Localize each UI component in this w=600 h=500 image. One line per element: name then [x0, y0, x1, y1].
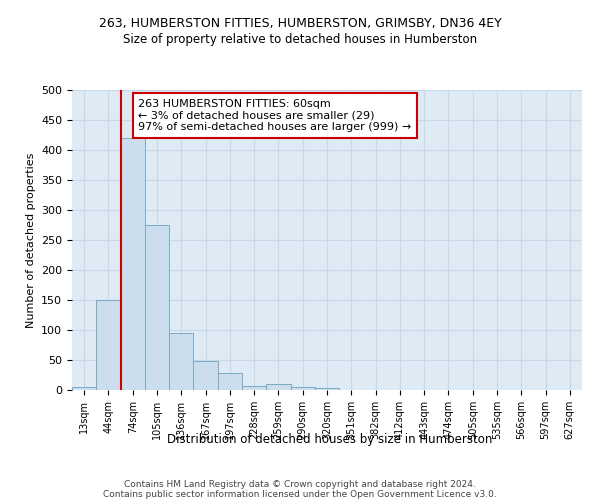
Bar	[96, 300, 121, 390]
Bar	[72, 387, 96, 390]
Text: 263, HUMBERSTON FITTIES, HUMBERSTON, GRIMSBY, DN36 4EY: 263, HUMBERSTON FITTIES, HUMBERSTON, GRI…	[98, 18, 502, 30]
Bar	[169, 333, 193, 390]
Bar	[193, 361, 218, 390]
Text: 263 HUMBERSTON FITTIES: 60sqm
← 3% of detached houses are smaller (29)
97% of se: 263 HUMBERSTON FITTIES: 60sqm ← 3% of de…	[139, 99, 412, 132]
Text: Contains HM Land Registry data © Crown copyright and database right 2024.
Contai: Contains HM Land Registry data © Crown c…	[103, 480, 497, 500]
Bar	[121, 138, 145, 390]
Bar	[266, 384, 290, 390]
Text: Distribution of detached houses by size in Humberston: Distribution of detached houses by size …	[167, 432, 493, 446]
Bar	[145, 225, 169, 390]
Bar	[242, 386, 266, 390]
Bar	[315, 388, 339, 390]
Bar	[290, 387, 315, 390]
Y-axis label: Number of detached properties: Number of detached properties	[26, 152, 35, 328]
Text: Size of property relative to detached houses in Humberston: Size of property relative to detached ho…	[123, 32, 477, 46]
Bar	[218, 373, 242, 390]
